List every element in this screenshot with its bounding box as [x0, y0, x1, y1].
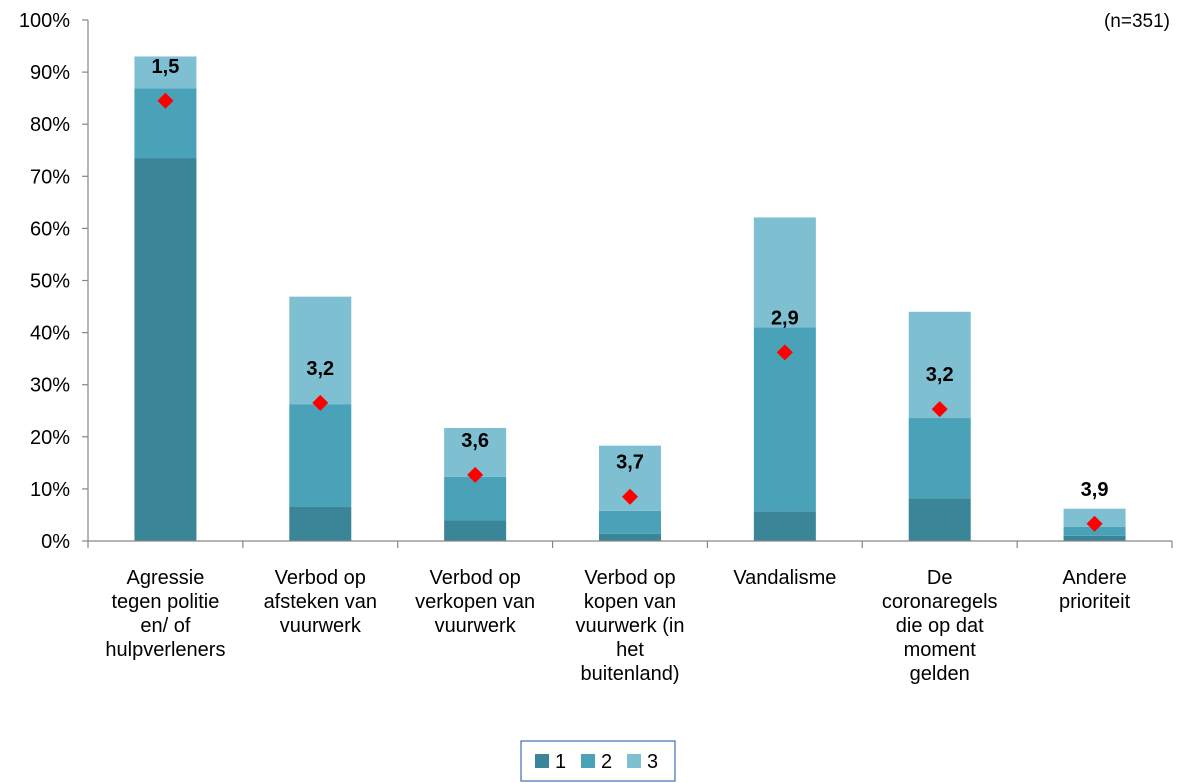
x-category-label-line: Andere [1062, 567, 1127, 589]
bar-segment-2-cat-2 [289, 404, 352, 507]
marker-diamond [776, 344, 793, 361]
marker-data-label: 2,9 [771, 307, 799, 329]
x-category-label-line: moment [904, 639, 977, 661]
legend-label-2: 2 [601, 751, 612, 773]
legend-label-1: 1 [555, 751, 566, 773]
marker-data-label: 1,5 [152, 56, 180, 78]
x-category-label-line: vuurwerk [435, 615, 517, 637]
x-category-label-line: Vandalisme [733, 567, 836, 589]
bar-segment-1-cat-6 [908, 498, 971, 541]
marker-diamond [157, 92, 174, 109]
y-tick-label: 70% [30, 166, 70, 188]
x-category-label-line: het [616, 639, 644, 661]
marker-data-label: 3,2 [306, 358, 334, 380]
legend-swatch-2 [581, 754, 595, 768]
x-category-label: De coronaregels die op dat moment gelden [882, 567, 998, 685]
bars-layer [134, 56, 1126, 541]
marker-diamond [312, 394, 329, 411]
bar-segment-1-cat-3 [444, 520, 507, 541]
x-category-label-line: Verbod op [275, 567, 366, 589]
x-category-label: Agressie tegen politie en/ of hulpverleners [105, 567, 225, 661]
y-tick-label: 60% [30, 218, 70, 240]
x-category-label-line: kopen van [584, 591, 676, 613]
marker-data-label: 3,7 [616, 452, 644, 474]
x-category-label-line: coronaregels [882, 591, 998, 613]
marker-data-label: 3,2 [926, 364, 954, 386]
x-category-label-line: afsteken van [264, 591, 377, 613]
y-tick-label: 30% [30, 375, 70, 397]
x-category-label-line: vuurwerk (in [576, 615, 685, 637]
x-category-label-line: verkopen van [415, 591, 535, 613]
marker-data-label: 3,9 [1081, 479, 1109, 501]
y-tick-label: 50% [30, 271, 70, 293]
axes-layer: 0% 10% 20% 30% 40% 50% 60% 70% 80% 90% 100% Agressi… [19, 10, 1173, 685]
legend: 1 2 3 [520, 740, 676, 782]
marker-diamond [931, 401, 948, 418]
bar-segment-2-cat-4 [599, 510, 661, 534]
x-category-label-line: Verbod op [430, 567, 521, 589]
bar-segment-3-cat-6 [908, 311, 971, 419]
y-tick-label: 100% [19, 10, 70, 32]
bar-segment-1-cat-2 [289, 506, 352, 541]
legend-swatch-3 [627, 754, 641, 768]
legend-label-3: 3 [647, 751, 658, 773]
bar-segment-2-cat-6 [908, 418, 971, 499]
markers-layer [157, 92, 1103, 532]
x-category-label: Andere prioriteit [1059, 567, 1131, 613]
y-tick-label: 20% [30, 427, 70, 449]
x-category-label-line: tegen politie [111, 591, 219, 613]
x-category-label: Verbod op kopen van vuurwerk (in het buitenl… [576, 567, 685, 685]
x-category-label-line: prioriteit [1059, 591, 1131, 613]
marker-diamond [622, 488, 638, 505]
y-tick-label: 0% [41, 531, 70, 553]
bar-segment-1-cat-5 [753, 511, 816, 541]
labels-layer: 1,5 3,2 3,6 3,7 2,9 3,2 3,9 [152, 56, 1109, 501]
bar-segment-2-cat-3 [444, 476, 507, 521]
sample-size-note: (n=351) [1104, 11, 1170, 32]
x-category-label: Vandalisme [733, 567, 836, 589]
bar-segment-3-cat-5 [753, 217, 816, 328]
x-category-label-line: vuurwerk [280, 615, 362, 637]
x-category-label-line: gelden [910, 663, 970, 685]
x-category-label: Verbod op verkopen van vuurwerk [415, 567, 535, 637]
y-tick-label: 90% [30, 62, 70, 84]
x-category-label-line: en/ of [140, 615, 190, 637]
x-category-label-line: die op dat [896, 615, 984, 637]
bar-segment-3-cat-2 [289, 296, 352, 405]
x-category-label-line: Verbod op [584, 567, 675, 589]
bar-segment-1-cat-4 [599, 533, 661, 541]
legend-swatch-1 [535, 754, 549, 768]
x-category-label-line: Agressie [127, 567, 205, 589]
marker-diamond [1086, 515, 1103, 532]
marker-diamond [467, 466, 484, 483]
x-category-label: Verbod op afsteken van vuurwerk [264, 567, 377, 637]
x-category-label-line: hulpverleners [105, 639, 225, 661]
bar-segment-3-cat-1 [134, 56, 197, 89]
y-tick-label: 10% [30, 479, 70, 501]
marker-data-label: 3,6 [461, 430, 489, 452]
x-category-label-line: buitenland) [581, 663, 680, 685]
y-tick-label: 80% [30, 114, 70, 136]
bar-segment-1-cat-7 [1063, 535, 1126, 541]
bar-segment-1-cat-1 [134, 158, 197, 541]
y-tick-label: 40% [30, 323, 70, 345]
x-category-label-line: De [927, 567, 953, 589]
